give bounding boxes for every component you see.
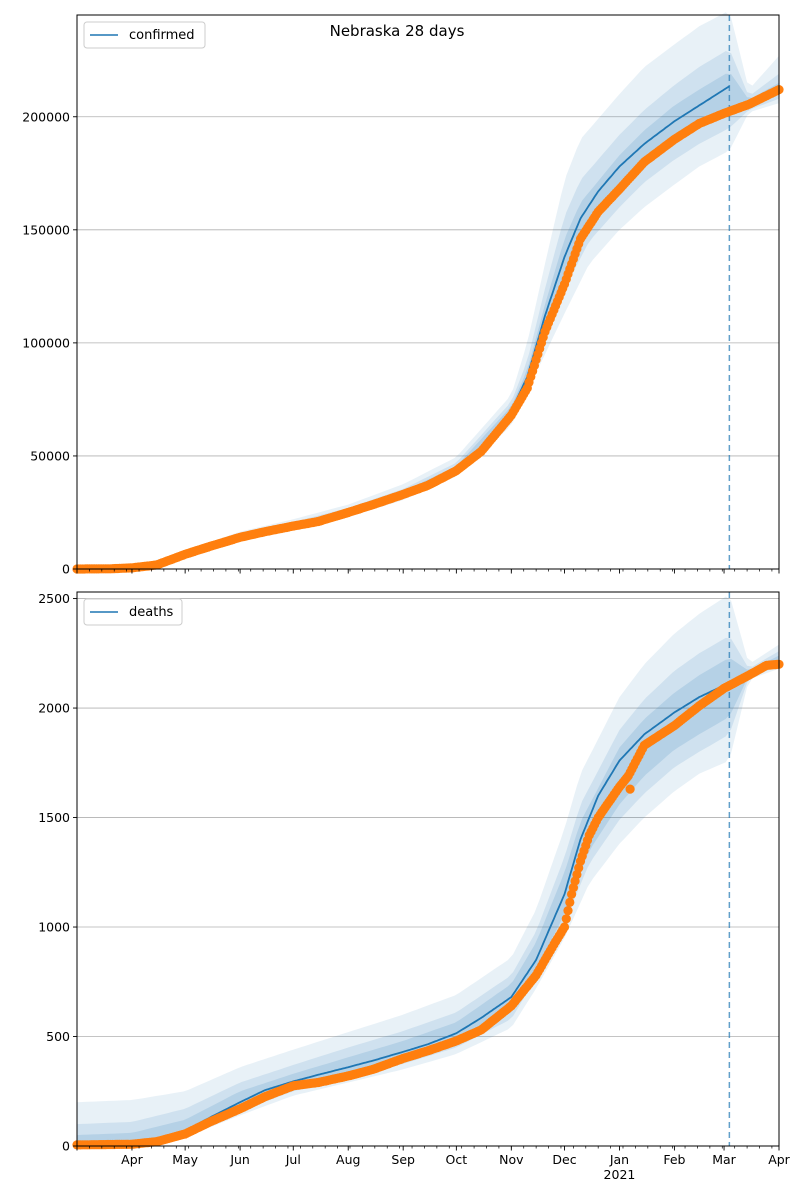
deaths-x-tick-label: Jan (609, 1152, 629, 1167)
deaths-axes-frame (76, 591, 780, 1147)
deaths-observed-point (563, 906, 573, 916)
confirmed-band-2 (77, 73, 779, 569)
deaths-band-2 (77, 655, 779, 1146)
confirmed-legend-box (83, 21, 206, 49)
deaths-y-tick-label: 2500 (38, 591, 70, 606)
deaths-x-tick-label: Oct (446, 1152, 468, 1167)
confirmed-y-tick-label: 0 (62, 562, 70, 577)
deaths-legend-box (83, 598, 183, 626)
deaths-band-0 (77, 596, 779, 1146)
deaths-x-tick-label: Mar (712, 1152, 736, 1167)
deaths-x-tick-label: Feb (663, 1152, 685, 1167)
confirmed-observed-points (72, 85, 784, 574)
confirmed-band-1 (77, 51, 779, 569)
deaths-y-tick-label: 0 (62, 1139, 70, 1154)
deaths-x-tick-label: Jun (229, 1152, 250, 1167)
deaths-x-tick-label: Jul (285, 1152, 301, 1167)
deaths-y-tick-label: 1000 (38, 920, 70, 935)
confirmed-y-tick-label: 50000 (30, 448, 70, 463)
confirmed-legend: confirmed (83, 21, 206, 49)
deaths-x-year-label: 2021 (604, 1167, 636, 1182)
confirmed-gridlines (77, 116, 779, 457)
confirmed-band-0 (77, 12, 779, 570)
deaths-observed-point (561, 914, 571, 924)
deaths-y-tick-label: 2000 (38, 701, 70, 716)
deaths-legend-label: deaths (129, 605, 174, 620)
deaths-y-tick-label: 1500 (38, 810, 70, 825)
deaths-x-tick-label: Dec (552, 1152, 576, 1167)
deaths-x-tick-label: May (172, 1152, 198, 1167)
deaths-x-tick-label: Apr (121, 1152, 143, 1167)
deaths-observed-point (565, 897, 575, 908)
deaths-uncertainty-bands (77, 596, 779, 1146)
confirmed-x-axis (76, 569, 780, 574)
confirmed-y-tick-label: 100000 (22, 335, 70, 350)
chart-title: Nebraska 28 days (330, 22, 465, 40)
deaths-x-tick-label: Aug (336, 1152, 360, 1167)
confirmed-uncertainty-bands (77, 12, 779, 570)
confirmed-y-axis: 0 50000 100000 150000 200000 (22, 109, 77, 577)
confirmed-plot-area (77, 15, 779, 569)
deaths-y-tick-label: 500 (46, 1029, 70, 1044)
deaths-observed-point (625, 784, 635, 794)
deaths-x-tick-label: Nov (499, 1152, 524, 1167)
deaths-x-tick-label: Sep (391, 1152, 415, 1167)
deaths-gridlines (77, 598, 779, 1037)
confirmed-legend-label: confirmed (129, 28, 195, 43)
confirmed-y-tick-label: 150000 (22, 222, 70, 237)
deaths-y-axis: 0 500 1000 1500 2000 2500 (38, 591, 77, 1154)
deaths-x-tick-label: Apr (768, 1152, 790, 1167)
confirmed-y-tick-label: 200000 (22, 109, 70, 124)
deaths-panel: 0 500 1000 1500 2000 2500 Apr May Jun Jul Aug Sep O… (38, 591, 790, 1182)
deaths-observed-point (559, 922, 570, 932)
confirmed-panel: 0 50000 100000 150000 200000 Nebraska 28 day… (22, 12, 784, 577)
confirmed-axes-frame (76, 14, 780, 570)
deaths-band-1 (77, 637, 779, 1146)
deaths-legend: deaths (83, 598, 183, 626)
deaths-observed-points (72, 659, 784, 1150)
deaths-x-axis: Apr May Jun Jul Aug Sep Oct Nov Dec Jan Feb Mar Apr 2… (76, 1146, 791, 1182)
